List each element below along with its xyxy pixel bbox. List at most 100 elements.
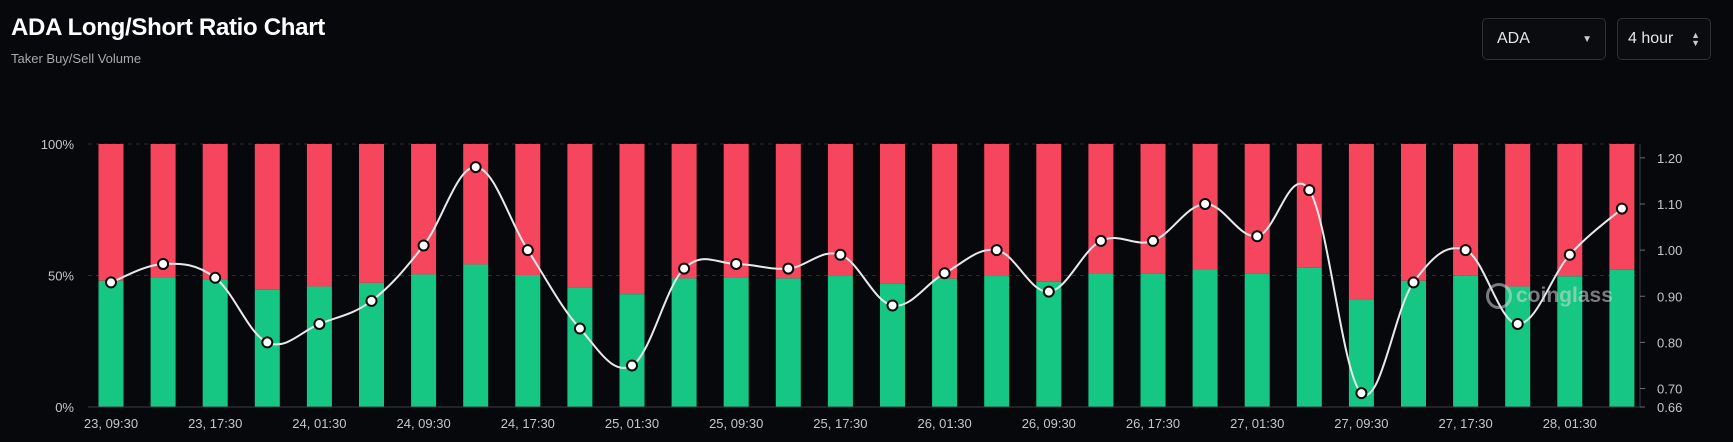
ratio-point (1147, 234, 1159, 247)
right-axis-tick-label: 0.70 (1657, 382, 1682, 397)
x-axis-tick-label: 27, 09:30 (1334, 416, 1388, 431)
long-bar (463, 264, 489, 407)
x-axis-tick-label: 23, 09:30 (84, 416, 138, 431)
x-axis-tick-label: 28, 01:30 (1543, 416, 1597, 431)
left-axis-tick-label: 0% (55, 400, 74, 415)
ratio-point (1511, 317, 1524, 330)
ratio-point (1355, 387, 1368, 400)
x-axis-tick-label: 26, 17:30 (1126, 416, 1180, 431)
short-bar (1348, 144, 1374, 300)
ratio-point (209, 271, 222, 284)
x-axis-tick-label: 26, 01:30 (917, 416, 971, 431)
x-axis-tick-label: 25, 09:30 (709, 416, 763, 431)
x-axis-tick-label: 24, 17:30 (501, 416, 555, 431)
ratio-point (1303, 184, 1316, 197)
long-bar (98, 280, 124, 407)
ratio-point (1563, 248, 1576, 261)
ratio-point (1615, 202, 1628, 215)
short-bar (1401, 144, 1426, 281)
asset-select-value: ADA (1497, 30, 1530, 47)
long-bar (1557, 276, 1583, 407)
ratio-point (157, 257, 170, 270)
long-bar (1296, 267, 1322, 407)
short-bar (1244, 144, 1270, 274)
ratio-point (417, 239, 430, 252)
watermark: coinglass (1486, 283, 1613, 309)
ratio-point (626, 359, 638, 372)
long-bar (1036, 281, 1062, 407)
short-bar (1296, 144, 1322, 268)
interval-select[interactable]: 4 hour ▲ ▼ (1617, 18, 1711, 60)
chart-controls: ADA ▼ 4 hour ▲ ▼ (1482, 18, 1711, 60)
right-axis-tick-label: 0.80 (1657, 335, 1682, 350)
asset-select[interactable]: ADA ▼ (1482, 18, 1606, 60)
short-bar (723, 144, 749, 278)
page-title: ADA Long/Short Ratio Chart (11, 14, 325, 41)
right-axis-tick-label: 0.66 (1657, 400, 1682, 415)
long-bar (306, 286, 332, 407)
short-bar (671, 144, 697, 279)
long-bar (775, 278, 801, 407)
long-bar (202, 279, 228, 407)
ratio-point (678, 262, 691, 275)
short-bar (411, 144, 437, 275)
short-bar (254, 144, 280, 290)
up-down-arrows-icon: ▲ ▼ (1691, 30, 1700, 48)
ratio-point (261, 336, 274, 349)
long-bar (1453, 275, 1479, 407)
ratio-point (573, 322, 586, 335)
right-axis-tick-label: 1.10 (1657, 197, 1682, 212)
ratio-point (782, 262, 795, 275)
short-bar (984, 144, 1010, 277)
left-axis-tick-label: 50% (48, 269, 74, 284)
ratio-point (1094, 234, 1107, 247)
short-bar (359, 144, 384, 283)
ratio-line (110, 166, 1623, 396)
long-bar (723, 277, 749, 407)
short-bar (98, 144, 124, 281)
x-axis-tick-label: 25, 01:30 (605, 416, 659, 431)
short-bar (1088, 144, 1114, 274)
long-bar (984, 276, 1010, 407)
long-bar (1609, 269, 1635, 407)
x-axis-tick-label: 24, 09:30 (396, 416, 450, 431)
long-bar (671, 278, 697, 407)
long-bar (567, 287, 593, 407)
x-axis-tick-label: 25, 17:30 (813, 416, 867, 431)
right-axis-tick-label: 0.90 (1657, 289, 1682, 304)
short-bar (619, 144, 645, 295)
long-bar (827, 276, 853, 407)
long-bar (515, 274, 541, 407)
long-bar (932, 278, 958, 407)
long-bar (1088, 273, 1114, 407)
ratio-point (938, 267, 951, 280)
right-axis-tick-label: 1.20 (1657, 151, 1682, 166)
ratio-point (834, 248, 847, 261)
short-bar (306, 144, 332, 287)
left-axis-tick-label: 100% (41, 137, 75, 152)
right-axis-tick-label: 1.00 (1657, 243, 1682, 258)
short-bar (1505, 144, 1531, 287)
short-bar (202, 144, 228, 280)
long-bar (1401, 280, 1426, 407)
x-axis-tick-label: 27, 01:30 (1230, 416, 1284, 431)
ratio-point (469, 161, 482, 174)
ratio-point (521, 244, 534, 257)
long-bar (150, 277, 176, 407)
short-bar (775, 144, 801, 279)
ratio-point (1199, 197, 1212, 210)
ratio-point (1042, 285, 1055, 298)
short-bar (150, 144, 176, 278)
watermark-text: coinglass (1516, 284, 1613, 307)
ratio-point (365, 294, 378, 307)
short-bar (1036, 144, 1062, 282)
ratio-point (313, 317, 326, 330)
x-axis-tick-label: 27, 17:30 (1438, 416, 1492, 431)
short-bar (932, 144, 958, 279)
x-axis-tick-label: 23, 17:30 (188, 416, 242, 431)
x-axis-tick-label: 24, 01:30 (292, 416, 346, 431)
ratio-point (1407, 276, 1420, 289)
chart-header: ADA Long/Short Ratio Chart Taker Buy/Sel… (11, 14, 325, 66)
coinglass-logo-icon (1486, 283, 1512, 309)
